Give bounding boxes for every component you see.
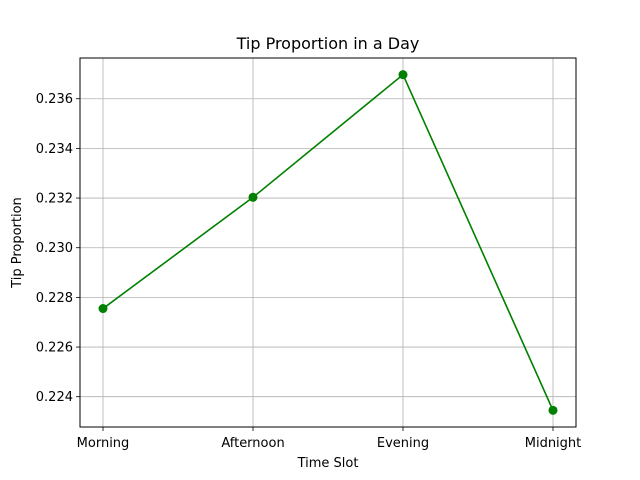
plot-frame: [79, 57, 577, 428]
y-tick-label: 0.228: [36, 291, 73, 306]
x-tick-label: Evening: [377, 436, 429, 451]
chart-title: Tip Proportion in a Day: [236, 34, 420, 53]
data-point-midnight: [548, 405, 558, 415]
x-tick-label: Afternoon: [221, 436, 284, 451]
y-tick-label: 0.230: [36, 241, 73, 256]
data-point-afternoon: [248, 192, 258, 202]
x-axis-label: Time Slot: [297, 456, 359, 471]
x-tick-label: Midnight: [525, 436, 582, 451]
y-axis: 0.224 0.226 0.228 0.230 0.232 0.234 0.236: [36, 92, 80, 405]
y-tick-label: 0.236: [36, 92, 73, 107]
grid-lines: [80, 58, 576, 427]
data-point-morning: [98, 304, 108, 314]
y-tick-label: 0.224: [36, 390, 73, 405]
y-tick-label: 0.232: [36, 192, 73, 207]
x-axis: Morning Afternoon Evening Midnight: [77, 427, 582, 451]
y-tick-label: 0.226: [36, 341, 73, 356]
series-line: [102, 73, 554, 411]
y-tick-label: 0.234: [36, 142, 73, 157]
data-point-evening: [398, 70, 408, 80]
series-layer: [98, 70, 558, 415]
y-axis-label: Tip Proportion: [10, 197, 25, 289]
x-tick-label: Morning: [77, 436, 130, 451]
